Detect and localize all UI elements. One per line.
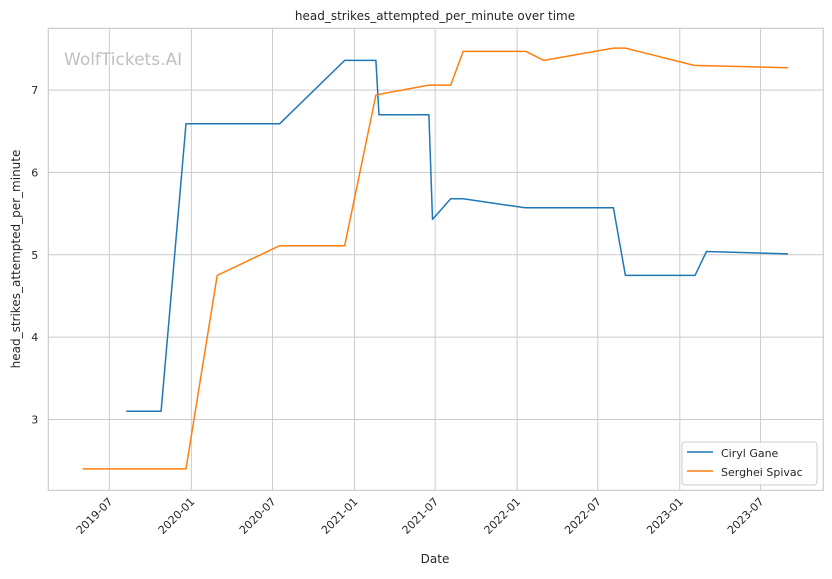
- y-axis-label: head_strikes_attempted_per_minute: [9, 150, 23, 369]
- y-tick-label: 4: [31, 331, 38, 344]
- x-tick-label: 2023-07: [725, 495, 767, 537]
- x-tick-label: 2022-01: [482, 495, 524, 537]
- y-tick-label: 3: [31, 413, 38, 426]
- chart-title: head_strikes_attempted_per_minute over t…: [295, 9, 575, 23]
- grid: [48, 28, 823, 490]
- x-tick-label: 2020-01: [156, 495, 198, 537]
- x-tick-label: 2022-07: [562, 495, 604, 537]
- plot-frame: [48, 28, 823, 490]
- x-tick-label: 2023-01: [644, 495, 686, 537]
- legend-label-serghei-spivac: Serghei Spivac: [721, 466, 803, 479]
- x-tick-labels: 2019-07 2020-01 2020-07 2021-01 2021-07 2022-…: [74, 495, 767, 537]
- y-tick-label: 6: [31, 166, 38, 179]
- x-tick-label: 2021-07: [400, 495, 442, 537]
- legend: Ciryl Gane Serghei Spivac: [682, 442, 817, 485]
- series-line-ciryl-gane: [126, 60, 788, 411]
- x-tick-label: 2020-07: [237, 495, 279, 537]
- legend-label-ciryl-gane: Ciryl Gane: [721, 447, 779, 460]
- y-tick-label: 7: [31, 84, 38, 97]
- y-tick-label: 5: [31, 249, 38, 262]
- x-tick-label: 2021-01: [319, 495, 361, 537]
- y-tick-labels: 3 4 5 6 7: [31, 84, 38, 426]
- x-tick-label: 2019-07: [74, 495, 116, 537]
- x-axis-label: Date: [421, 552, 450, 566]
- watermark: WolfTickets.AI: [64, 50, 182, 70]
